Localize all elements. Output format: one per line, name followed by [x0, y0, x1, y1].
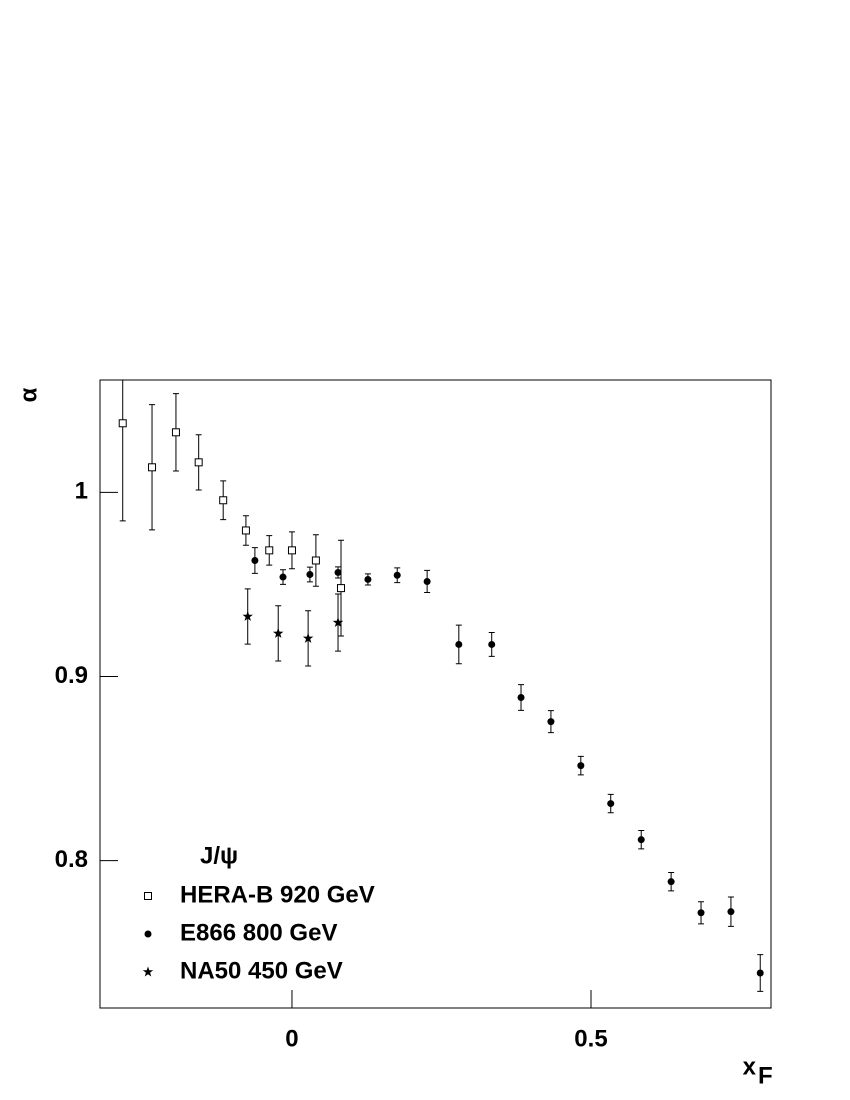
marker — [393, 571, 401, 579]
y-tick-label: 0.8 — [55, 846, 88, 873]
marker — [332, 617, 344, 627]
marker — [279, 573, 287, 581]
y-tick-label: 0.9 — [55, 662, 88, 689]
marker — [194, 458, 203, 467]
marker — [423, 577, 431, 585]
y-axis-label: α — [15, 387, 42, 402]
y-tick-label: 1 — [75, 478, 88, 505]
marker — [265, 546, 274, 555]
marker — [337, 584, 346, 593]
plot-frame — [99, 379, 772, 1009]
marker — [488, 640, 496, 648]
marker — [637, 836, 645, 844]
marker — [219, 496, 228, 505]
marker — [756, 969, 764, 977]
marker — [306, 570, 314, 578]
marker — [607, 800, 615, 808]
marker — [667, 878, 675, 886]
marker — [311, 556, 320, 565]
plot-area — [118, 380, 764, 992]
marker — [364, 575, 372, 583]
marker — [302, 632, 314, 643]
marker — [697, 909, 705, 917]
marker — [144, 892, 152, 900]
marker — [455, 640, 463, 648]
marker — [144, 930, 152, 938]
x-axis-label: x — [743, 1053, 757, 1080]
x-tick-label: 0.5 — [574, 1025, 607, 1052]
marker — [517, 693, 525, 701]
marker — [142, 966, 154, 977]
x-tick-label: 0 — [285, 1025, 298, 1052]
marker — [272, 627, 284, 638]
marker — [727, 908, 735, 916]
marker — [171, 428, 180, 437]
legend-label: E866 800 GeV — [180, 919, 337, 946]
marker — [577, 762, 585, 770]
legend-title: J/ψ — [200, 842, 238, 869]
x-axis-label-sub: F — [758, 1062, 773, 1089]
marker — [241, 526, 250, 535]
legend-label: NA50 450 GeV — [180, 957, 343, 984]
marker — [251, 556, 259, 564]
marker — [148, 463, 157, 472]
marker — [287, 546, 296, 555]
marker — [242, 610, 253, 621]
marker — [547, 718, 555, 726]
marker — [334, 568, 342, 576]
marker — [118, 419, 127, 428]
legend-label: HERA-B 920 GeV — [180, 881, 375, 908]
